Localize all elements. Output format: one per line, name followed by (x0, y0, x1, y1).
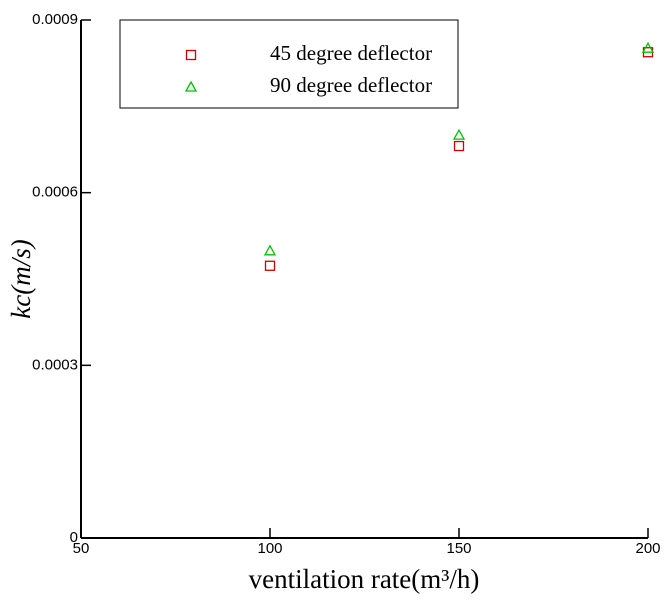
point (641, 41, 655, 53)
legend-label: 45 degree deflector (270, 41, 432, 65)
legend-box (119, 19, 459, 109)
legend-label: 90 degree deflector (270, 73, 432, 97)
point (452, 128, 466, 140)
y-tick-label: 0 (70, 529, 78, 546)
y-axis-label: kc(m/s) (6, 239, 36, 318)
legend-marker (185, 49, 197, 61)
legend-marker (184, 80, 198, 92)
point (453, 140, 465, 152)
y-tick-label: 0.0009 (32, 11, 78, 28)
point (263, 244, 277, 256)
y-tick-label: 0.0003 (32, 356, 78, 373)
x-tick-label: 150 (446, 540, 471, 557)
point (264, 260, 276, 271)
y-tick-label: 0.0006 (32, 184, 78, 201)
x-tick-label: 50 (73, 540, 90, 557)
x-tick-label: 100 (257, 540, 282, 557)
x-tick-label: 200 (635, 540, 660, 557)
x-axis-label: ventilation rate(m³/h) (249, 564, 480, 594)
